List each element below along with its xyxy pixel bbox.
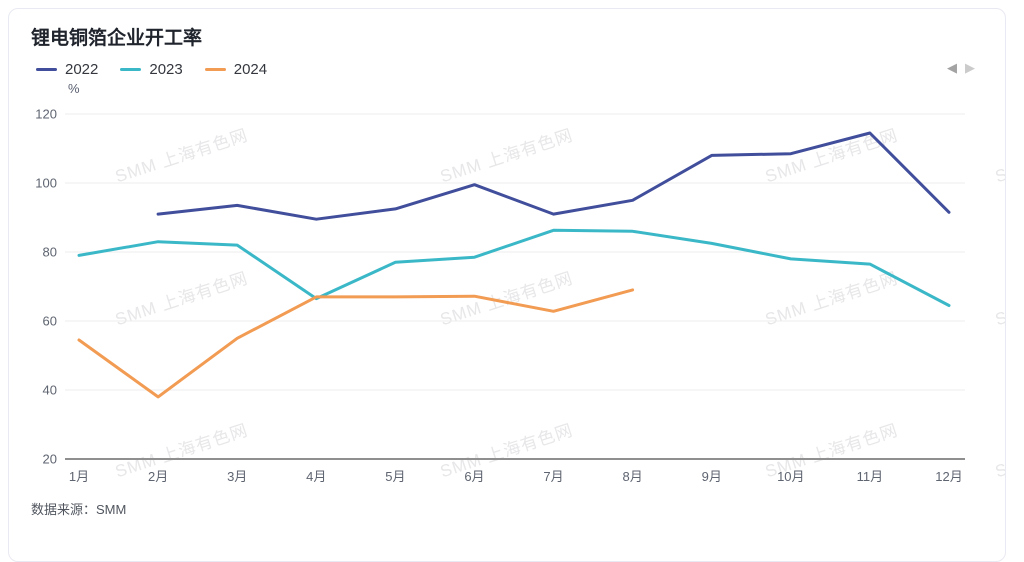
x-tick-label: 2月 — [148, 469, 168, 484]
x-tick-label: 5月 — [385, 469, 405, 484]
x-tick-label: 4月 — [306, 469, 326, 484]
y-tick-label: 40 — [43, 383, 57, 398]
legend-item-2024[interactable]: 2024 — [204, 61, 268, 78]
legend-item-2022[interactable]: 2022 — [36, 61, 98, 78]
legend-swatch-icon — [36, 67, 57, 72]
data-source: 数据来源：SMM — [31, 502, 127, 517]
series-line-2023 — [77, 228, 951, 307]
x-tick-label: 11月 — [857, 469, 884, 484]
x-tick-label: 7月 — [543, 469, 563, 484]
x-tick-label: 3月 — [227, 469, 247, 484]
x-tick-label: 10月 — [777, 469, 804, 484]
y-tick-label: 80 — [43, 245, 57, 260]
legend-item-2023[interactable]: 2023 — [120, 61, 183, 78]
series-line-2024 — [77, 288, 635, 399]
y-tick-label: 100 — [35, 176, 57, 191]
series-line-2022 — [156, 131, 951, 221]
chart-title: 锂电铜箔企业开工率 — [31, 28, 203, 49]
legend-label: 2023 — [149, 61, 183, 78]
y-axis-unit: % — [68, 81, 80, 96]
legend-label: 2022 — [65, 61, 99, 78]
y-tick-label: 120 — [35, 107, 57, 122]
x-tick-label: 9月 — [702, 469, 722, 484]
x-tick-label: 6月 — [464, 469, 484, 484]
next-arrow-icon[interactable]: ▶ — [965, 60, 975, 75]
legend: 2022 2023 2024 — [36, 61, 267, 78]
legend-label: 2024 — [233, 61, 268, 78]
line-chart: 120 100 80 60 40 20 1月 2月 3月 4月 5月 6月 7月 8月 9月 10月 11月 12… — [35, 107, 965, 484]
carousel-nav: ◀ ▶ — [947, 61, 975, 74]
legend-swatch-icon — [120, 67, 142, 72]
legend-swatch-icon — [204, 67, 226, 72]
y-tick-label: 20 — [43, 452, 57, 467]
x-tick-label: 8月 — [623, 469, 643, 484]
x-tick-label: 1月 — [69, 469, 89, 484]
x-tick-label: 12月 — [935, 469, 962, 484]
prev-arrow-icon[interactable]: ◀ — [947, 60, 957, 75]
y-tick-label: 60 — [43, 314, 57, 329]
